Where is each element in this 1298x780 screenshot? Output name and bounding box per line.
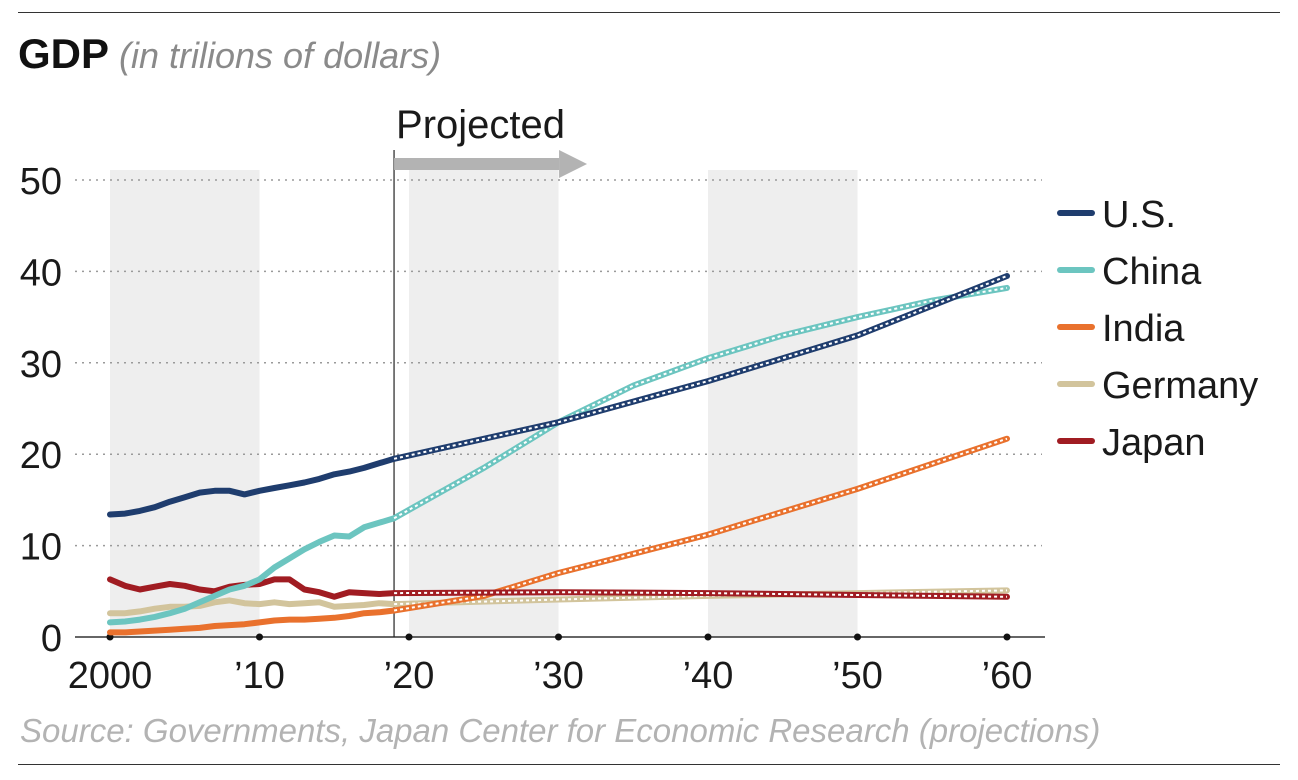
projection-label: Projected	[396, 103, 565, 147]
y-axis-tick-labels: 0 10 20 30 40 50	[20, 161, 62, 660]
legend-label-india: India	[1102, 308, 1185, 350]
x-tick-dot-2010	[256, 633, 263, 641]
x-tick-label-2010: ’10	[234, 655, 285, 697]
x-tick-label-2000: 2000	[68, 655, 153, 697]
series-line-actual-india	[107, 607, 398, 636]
source-note: Source: Governments, Japan Center for Ec…	[20, 712, 1101, 749]
projection-arrow-shaft	[394, 158, 560, 170]
bottom-rule	[18, 764, 1280, 765]
legend-label-us: U.S.	[1102, 194, 1176, 236]
top-rule	[18, 12, 1280, 13]
projection-marker: Projected	[393, 103, 588, 637]
x-tick-label-2030: ’30	[533, 655, 584, 697]
x-tick-dot-2060	[1003, 633, 1011, 641]
x-axis-ticks: 2000 ’10 ’20 ’30 ’40 ’50 ’60	[68, 633, 1033, 697]
x-tick-dot-2050	[854, 633, 861, 641]
chart-header: GDP (in trilions of dollars)	[18, 30, 441, 78]
series-line-actual-us	[107, 455, 398, 518]
decade-band-2000	[110, 170, 260, 637]
series-line-projected-dash-japan	[394, 591, 1008, 598]
y-tick-label-50: 50	[20, 161, 62, 203]
legend-label-germany: Germany	[1102, 365, 1258, 407]
series-line-actual-germany	[107, 597, 398, 617]
y-tick-label-0: 0	[41, 618, 62, 660]
projection-arrow-head	[559, 150, 588, 178]
x-tick-dot-2020	[405, 633, 413, 641]
chart-title: GDP	[18, 30, 110, 77]
legend-label-china: China	[1102, 251, 1202, 293]
y-tick-label-10: 10	[20, 527, 62, 569]
legend: U.S. China India Germany Japan	[1057, 194, 1258, 464]
legend-label-japan: Japan	[1102, 422, 1206, 464]
chart-subtitle: (in trilions of dollars)	[119, 35, 442, 76]
x-tick-dot-2030	[555, 633, 562, 641]
series-line-actual-china	[107, 515, 398, 626]
x-tick-label-2050: ’50	[832, 655, 883, 697]
y-gridlines	[75, 179, 1042, 547]
series-line-projected-dash-india	[393, 437, 1008, 612]
decade-bands	[110, 170, 858, 637]
y-tick-label-30: 30	[20, 344, 62, 386]
series-line-projected-dash-china	[393, 286, 1008, 520]
decade-band-2020	[409, 170, 559, 637]
x-tick-label-2020: ’20	[384, 655, 435, 697]
y-tick-label-20: 20	[20, 435, 62, 477]
y-tick-label-40: 40	[20, 252, 62, 294]
x-tick-dot-2040	[704, 633, 712, 641]
decade-band-2040	[708, 170, 858, 637]
series-lines	[107, 273, 1010, 636]
x-tick-label-2040: ’40	[683, 655, 734, 697]
series-line-projected-us	[391, 273, 1010, 462]
x-tick-label-2060: ’60	[982, 655, 1033, 697]
